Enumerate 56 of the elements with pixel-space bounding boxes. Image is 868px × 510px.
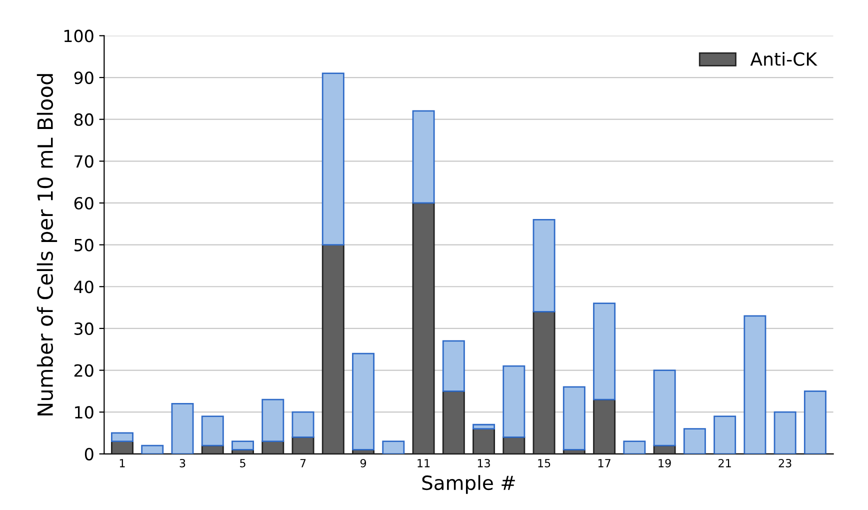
bar [322, 72, 344, 246]
x-tick-label: 21 [718, 458, 731, 468]
bar [412, 110, 435, 204]
bar [714, 416, 736, 454]
y-tick-label: 50 [74, 238, 94, 252]
bar [502, 365, 526, 438]
y-tick-label: 40 [74, 280, 94, 294]
bar [201, 416, 224, 446]
bar [593, 302, 616, 400]
x-axis-title: Sample # [422, 475, 515, 494]
y-tick-label: 70 [74, 155, 94, 168]
bar [141, 444, 164, 454]
bar [472, 428, 496, 454]
x-tick-label: 17 [598, 459, 610, 468]
bar [472, 424, 496, 430]
bar [744, 315, 766, 454]
x-tick-label: 5 [240, 459, 246, 468]
bar [532, 219, 556, 312]
x-tick-label: 7 [300, 459, 306, 468]
y-tick-label: 30 [74, 322, 94, 336]
bar [442, 340, 465, 392]
bar [352, 352, 375, 450]
bar [653, 370, 676, 446]
bar [412, 202, 435, 454]
y-tick-label: 0 [84, 448, 94, 460]
y-tick-label: 20 [74, 364, 94, 377]
y-tick-label: 90 [74, 71, 94, 84]
bar [562, 386, 586, 450]
bar [442, 390, 465, 454]
x-tick-label: 3 [180, 458, 186, 468]
bar [532, 311, 556, 454]
x-tick-label: 11 [418, 459, 430, 468]
bar [804, 390, 826, 454]
y-axis-title: Number of Cells per 10 mL Blood [36, 74, 58, 416]
x-tick-label: 15 [538, 459, 550, 468]
bar [171, 403, 194, 454]
y-tick-label: 10 [75, 406, 94, 419]
bar [262, 398, 284, 442]
bar [774, 411, 796, 454]
bar [110, 432, 134, 442]
bar [382, 440, 405, 454]
y-tick-label: 60 [74, 196, 94, 210]
bar [683, 428, 706, 454]
bar [292, 411, 314, 438]
legend-label: Anti-CK [750, 52, 818, 66]
x-tick-label: 13 [478, 458, 490, 468]
x-tick-label: 19 [658, 458, 671, 468]
x-tick-label: 1 [120, 459, 125, 468]
bar [232, 440, 254, 450]
bar [623, 440, 646, 454]
y-tick-label: 100 [64, 30, 94, 42]
y-tick-label: 80 [74, 113, 94, 126]
x-tick-label: 9 [360, 458, 366, 468]
bar [322, 244, 344, 454]
x-tick-label: 23 [778, 458, 792, 468]
bar [593, 398, 616, 454]
